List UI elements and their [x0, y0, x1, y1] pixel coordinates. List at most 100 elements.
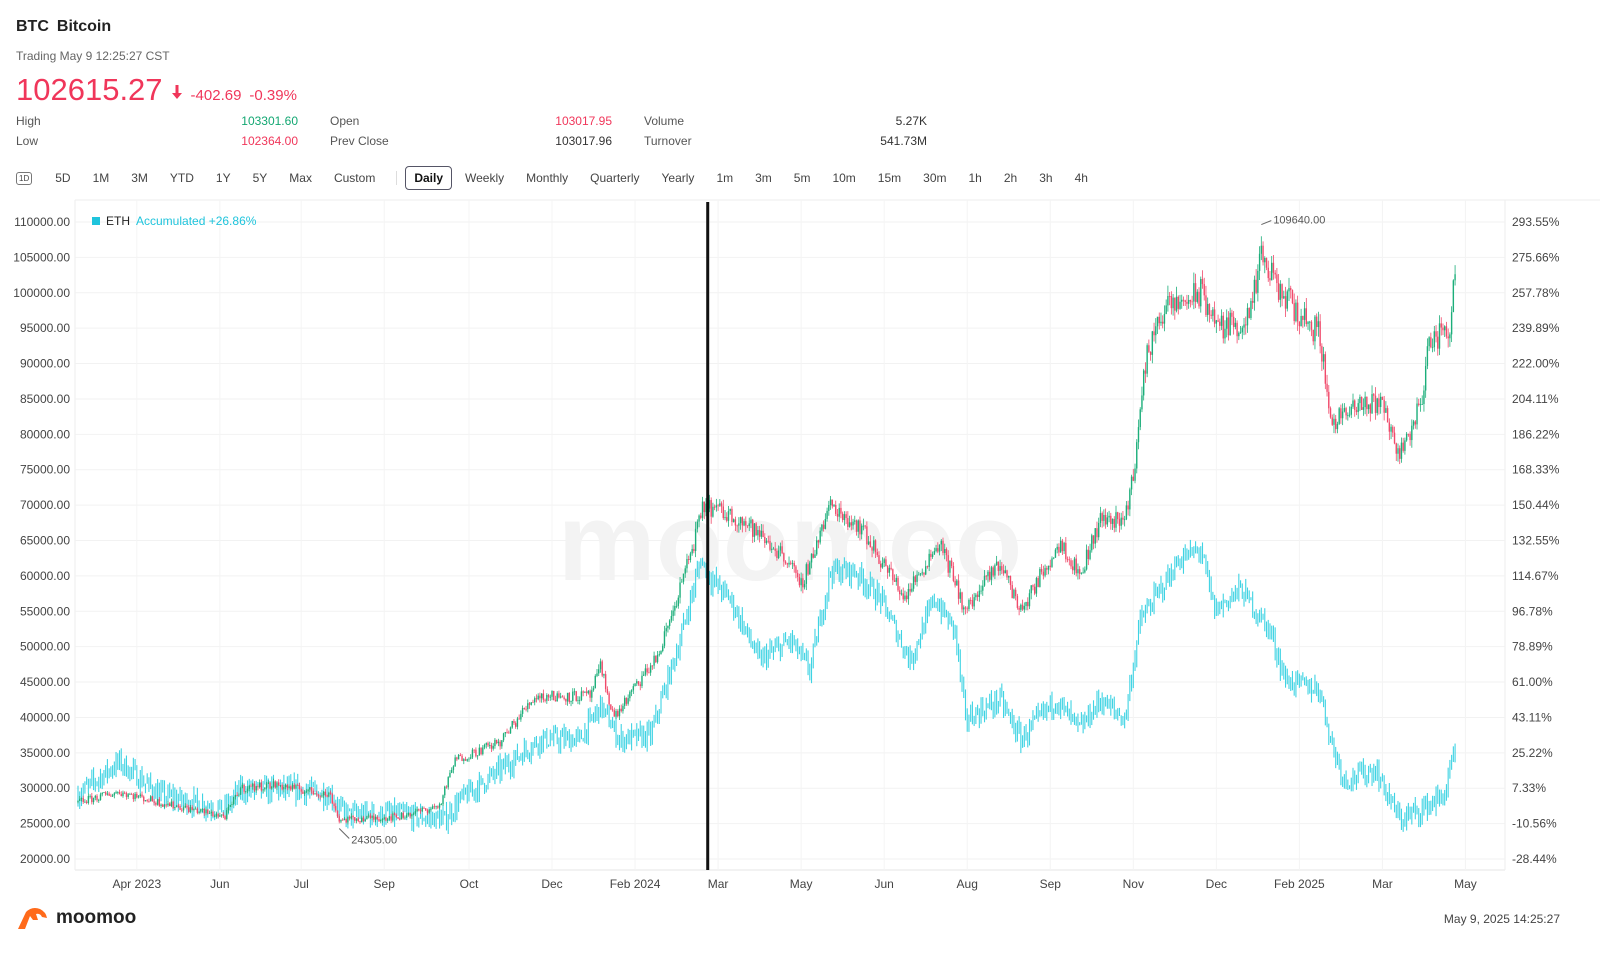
btc-candle-up: [848, 522, 851, 527]
btc-candle-down: [243, 784, 245, 792]
stat-value-volume: 5.27K: [895, 114, 927, 128]
range-tab-5d[interactable]: 5D: [55, 171, 71, 185]
btc-candle-up: [816, 540, 818, 555]
btc-candle-down: [297, 784, 299, 786]
btc-candle-up: [760, 530, 763, 537]
period-tab-10m[interactable]: 10m: [832, 171, 856, 185]
btc-candle-down: [473, 749, 475, 751]
btc-candle-up: [534, 698, 536, 703]
btc-candle-down: [611, 709, 614, 711]
btc-candle-up: [1431, 347, 1434, 348]
range-tab-ytd[interactable]: YTD: [169, 171, 194, 185]
price-change-pct: -0.39%: [249, 87, 297, 104]
btc-candle-down: [539, 695, 541, 699]
range-tab-1m[interactable]: 1M: [92, 171, 110, 185]
btc-candle-up: [1226, 317, 1228, 329]
btc-candle-up: [134, 793, 136, 800]
btc-candle-down: [731, 508, 733, 523]
range-tab-1y[interactable]: 1Y: [215, 171, 231, 185]
btc-candle-down: [269, 782, 271, 789]
btc-candle-up: [1424, 365, 1427, 391]
btc-candle-up: [144, 800, 147, 802]
btc-candle-up: [911, 588, 913, 592]
period-tab-5m[interactable]: 5m: [793, 171, 811, 185]
period-tab-30m[interactable]: 30m: [923, 171, 947, 185]
btc-candle-up: [366, 816, 368, 820]
period-tab-quarterly[interactable]: Quarterly: [590, 171, 640, 185]
period-tab-15m[interactable]: 15m: [877, 171, 902, 185]
period-tab-3h[interactable]: 3h: [1039, 171, 1053, 185]
btc-candle-up: [447, 777, 449, 788]
btc-candle-down: [1177, 296, 1179, 309]
btc-candle-down: [893, 580, 896, 582]
x-tick-label: Mar: [708, 877, 729, 891]
stat-value-low: 102364.00: [241, 134, 298, 148]
btc-candle-down: [547, 694, 550, 698]
btc-candle-up: [904, 595, 906, 600]
btc-candle-down: [433, 806, 436, 808]
btc-candle-up: [258, 782, 261, 788]
btc-candle-up: [1426, 346, 1429, 366]
btc-candle-up: [696, 521, 699, 529]
btc-candle-up: [99, 794, 102, 800]
btc-candle-down: [989, 571, 991, 580]
period-tab-weekly[interactable]: Weekly: [465, 171, 505, 185]
btc-candle-up: [1224, 328, 1226, 339]
btc-candle-up: [940, 540, 942, 545]
range-tab-max[interactable]: Max: [289, 171, 312, 185]
period-tab-3m[interactable]: 3m: [755, 171, 772, 185]
btc-candle-down: [1049, 565, 1051, 567]
range-tab-custom[interactable]: Custom: [333, 171, 376, 185]
btc-candle-up: [1134, 468, 1136, 481]
instrument-title: BTC Bitcoin: [16, 18, 119, 36]
period-tab-1h[interactable]: 1h: [968, 171, 982, 185]
btc-candle-up: [999, 566, 1001, 571]
btc-candle-up: [824, 518, 827, 529]
btc-candle-up: [860, 525, 863, 535]
btc-candle-up: [1146, 345, 1148, 374]
period-tab-daily[interactable]: Daily: [405, 166, 452, 190]
btc-candle-down: [188, 807, 190, 813]
btc-candle-down: [329, 792, 332, 795]
btc-candle-down: [713, 506, 716, 508]
period-tab-4h[interactable]: 4h: [1074, 171, 1088, 185]
btc-candle-up: [584, 691, 586, 693]
btc-candle-down: [840, 507, 842, 514]
period-tab-1m[interactable]: 1m: [716, 171, 734, 185]
btc-candle-down: [293, 784, 295, 789]
btc-candle-down: [1032, 585, 1034, 587]
btc-candle-up: [809, 562, 811, 575]
btc-candle-down: [954, 580, 956, 586]
btc-candle-up: [355, 818, 358, 821]
btc-candle-up: [632, 686, 635, 691]
btc-candle-up: [570, 700, 572, 702]
btc-candle-up: [1106, 517, 1109, 525]
btc-candle-down: [1251, 300, 1254, 303]
left-tick-label: 35000.00: [20, 746, 70, 760]
btc-candle-up: [1020, 604, 1022, 610]
btc-candle-up: [596, 673, 598, 676]
btc-candle-down: [253, 783, 256, 791]
btc-candle-down: [418, 809, 420, 811]
range-tab-3m[interactable]: 3M: [131, 171, 148, 185]
range-tab-5y[interactable]: 5Y: [252, 171, 268, 185]
btc-candle-down: [236, 794, 238, 796]
period-tab-yearly[interactable]: Yearly: [661, 171, 695, 185]
btc-candle-down: [181, 809, 183, 811]
btc-candle-up: [748, 523, 750, 527]
btc-candle-up: [471, 749, 474, 758]
btc-candle-down: [793, 563, 795, 567]
btc-candle-up: [973, 597, 975, 607]
period-tab-2h[interactable]: 2h: [1003, 171, 1018, 185]
btc-candle-down: [490, 745, 493, 749]
left-tick-label: 40000.00: [20, 710, 70, 724]
btc-candle-down: [172, 801, 174, 808]
btc-candle-down: [326, 795, 328, 797]
intraday-1d-button[interactable]: 1D: [16, 171, 33, 185]
btc-candle-up: [900, 593, 903, 595]
btc-candle-down: [1447, 336, 1449, 339]
btc-candle-up: [1035, 578, 1038, 594]
period-tab-monthly[interactable]: Monthly: [526, 171, 569, 185]
btc-candle-down: [217, 813, 219, 817]
